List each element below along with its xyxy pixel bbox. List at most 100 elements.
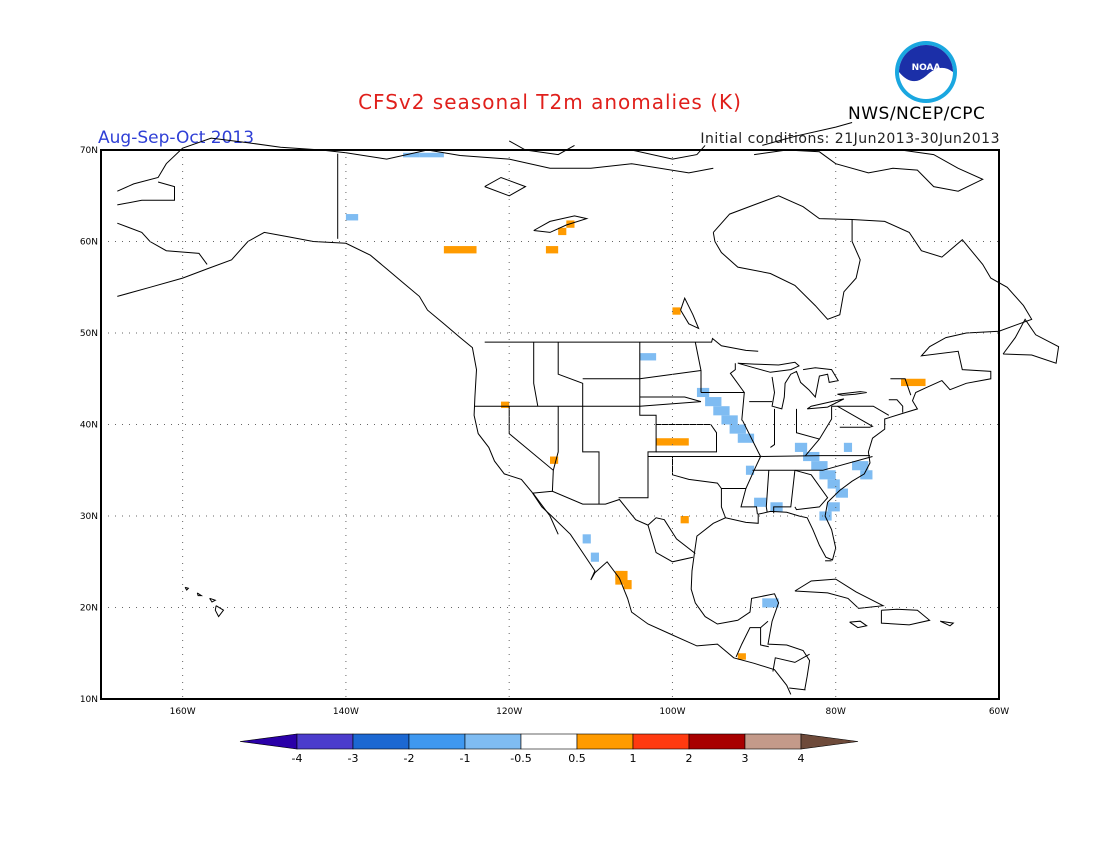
anomaly-cell-negative bbox=[762, 598, 779, 608]
political-border bbox=[765, 470, 770, 513]
political-border bbox=[557, 342, 600, 505]
political-border bbox=[770, 408, 775, 448]
anomaly-cell-negative bbox=[582, 534, 591, 544]
anomaly-cell-positive bbox=[623, 580, 632, 590]
lon-tick-label: 60W bbox=[989, 707, 1009, 717]
anomaly-cell-negative bbox=[843, 442, 853, 452]
lat-tick-label: 50N bbox=[80, 329, 98, 339]
anomaly-cell-negative bbox=[419, 152, 444, 158]
anomaly-cell-negative bbox=[713, 406, 730, 416]
political-border bbox=[831, 405, 874, 428]
political-border bbox=[484, 337, 759, 352]
political-border bbox=[532, 490, 696, 554]
coastline bbox=[837, 391, 867, 396]
political-border bbox=[796, 406, 833, 440]
political-border bbox=[533, 342, 539, 407]
colorbar-segment bbox=[464, 733, 522, 750]
anomaly-cell-negative bbox=[852, 461, 869, 471]
colorbar-segment bbox=[632, 733, 690, 750]
colorbar-segment bbox=[352, 733, 410, 750]
coastline bbox=[214, 605, 225, 618]
colorbar-min-arrow bbox=[239, 733, 298, 750]
season-label: Aug-Sep-Oct 2013 bbox=[98, 128, 255, 148]
colorbar-label: 0.5 bbox=[568, 752, 586, 765]
coastline bbox=[117, 222, 208, 265]
anomaly-cell-positive bbox=[680, 516, 689, 524]
coastline bbox=[880, 608, 931, 626]
political-border bbox=[694, 342, 702, 393]
anomaly-cell-negative bbox=[729, 424, 746, 434]
anomaly-cell-positive bbox=[737, 653, 746, 660]
political-border bbox=[647, 524, 694, 563]
coastline bbox=[117, 231, 792, 695]
colorbar-label: 3 bbox=[742, 752, 749, 765]
anomaly-cell-positive bbox=[545, 246, 559, 254]
anomaly-cell-negative bbox=[345, 214, 359, 221]
political-border bbox=[772, 653, 810, 672]
political-border bbox=[639, 396, 702, 403]
anomaly-cell-negative bbox=[745, 465, 755, 475]
lon-tick-label: 140W bbox=[333, 707, 359, 717]
political-border bbox=[789, 687, 806, 691]
coastline bbox=[117, 181, 175, 206]
colorbar-segment bbox=[296, 733, 354, 750]
anomaly-cell-positive bbox=[672, 307, 681, 315]
anomaly-cell-negative bbox=[721, 415, 738, 425]
anomaly-cell-positive bbox=[443, 246, 477, 254]
anomaly-cell-negative bbox=[827, 502, 840, 512]
political-border bbox=[837, 405, 890, 416]
political-border bbox=[794, 469, 829, 511]
coastline bbox=[762, 122, 853, 146]
colorbar-segment bbox=[576, 733, 634, 750]
colorbar-segment bbox=[744, 733, 802, 750]
coastline bbox=[690, 219, 1033, 690]
political-border bbox=[508, 406, 554, 492]
political-border bbox=[701, 392, 745, 422]
lon-tick-label: 120W bbox=[496, 707, 522, 717]
political-border bbox=[720, 488, 726, 518]
colorbar-label: 1 bbox=[630, 752, 637, 765]
political-border bbox=[758, 455, 870, 457]
political-border bbox=[618, 342, 657, 499]
logo-text: NOAA bbox=[912, 63, 941, 73]
anomaly-cell-positive bbox=[501, 401, 510, 409]
colorbar-segment bbox=[688, 733, 746, 750]
political-border bbox=[648, 456, 722, 489]
noaa-logo-icon: NOAA bbox=[895, 41, 957, 103]
political-border bbox=[773, 470, 796, 514]
lat-tick-label: 20N bbox=[80, 604, 98, 614]
lon-tick-label: 160W bbox=[170, 707, 196, 717]
political-border bbox=[890, 378, 912, 396]
anomaly-cell-negative bbox=[705, 397, 722, 407]
anomaly-cell-positive bbox=[558, 227, 567, 236]
coastline bbox=[771, 367, 839, 410]
anomaly-cell-negative bbox=[754, 497, 767, 507]
colorbar-label: -2 bbox=[404, 752, 415, 765]
coastline bbox=[794, 578, 885, 609]
political-border bbox=[805, 438, 820, 456]
lat-tick-label: 30N bbox=[80, 512, 98, 522]
colorbar-label: -0.5 bbox=[510, 752, 531, 765]
anomaly-cell-negative bbox=[794, 442, 808, 452]
map-frame bbox=[100, 149, 1000, 700]
political-border bbox=[888, 399, 904, 413]
political-border bbox=[582, 370, 702, 380]
anomaly-cell-positive bbox=[656, 438, 689, 446]
initial-conditions-label: Initial conditions: 21Jun2013-30Jun2013 bbox=[700, 131, 1000, 147]
political-border bbox=[760, 627, 769, 648]
coastline bbox=[737, 361, 800, 373]
coastline bbox=[806, 398, 845, 410]
lat-tick-label: 70N bbox=[80, 146, 98, 156]
chart-title: CFSv2 seasonal T2m anomalies (K) bbox=[358, 90, 742, 114]
political-border bbox=[729, 363, 745, 393]
anomaly-cell-negative bbox=[811, 461, 828, 471]
coastline bbox=[754, 149, 984, 192]
lat-tick-label: 10N bbox=[80, 695, 98, 705]
political-border bbox=[735, 620, 769, 658]
coastline bbox=[196, 592, 204, 597]
lat-tick-label: 40N bbox=[80, 421, 98, 431]
anomaly-cell-positive bbox=[901, 378, 926, 387]
political-border bbox=[752, 456, 873, 471]
lon-tick-label: 100W bbox=[659, 707, 685, 717]
